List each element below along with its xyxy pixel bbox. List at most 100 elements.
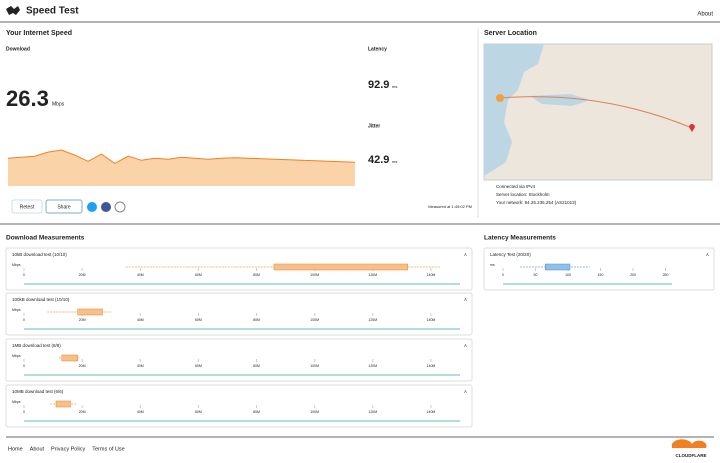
test-label: 100kB download test (10/10) [12, 297, 70, 302]
section-title: Latency Measurements [484, 235, 556, 242]
speed-line [7, 149, 356, 164]
section-title: Server Location [484, 30, 537, 37]
metric-label: Download [6, 46, 30, 52]
axis-unit: Mbps [12, 263, 21, 267]
map-pin [689, 124, 695, 132]
x-tick-label: 120M [368, 364, 377, 368]
box [273, 263, 408, 271]
x-tick-label: 120M [368, 410, 377, 414]
about-link[interactable]: About [697, 12, 713, 18]
x-tick-label: 150 [598, 273, 604, 277]
metric-unit: Mbps [52, 101, 65, 107]
x-tick-label: 0 [502, 273, 504, 277]
test-card [5, 292, 473, 336]
twitter-share[interactable] [87, 202, 97, 212]
axis-unit: Mbps [12, 400, 21, 404]
map-water [484, 44, 544, 176]
test-card [5, 247, 473, 291]
metric-unit: ms [392, 159, 397, 164]
measured-at: Measured at 1:49:02 PM [428, 204, 472, 209]
x-tick-label: 120M [368, 273, 377, 277]
x-tick-label: 100M [310, 273, 319, 277]
metric-label: Jitter [368, 123, 380, 129]
footer-link[interactable]: Privacy Policy [51, 446, 85, 452]
footer-link[interactable]: Terms of Use [92, 446, 124, 452]
x-tick-label: 100M [310, 318, 319, 322]
box [545, 263, 571, 271]
test-label: Latency Test (20/20) [490, 252, 531, 257]
server-info: Your network: 94.25.235.254 (AS21013) [496, 200, 577, 205]
button-label[interactable]: Share [57, 204, 71, 210]
x-tick-label: 140M [427, 273, 436, 277]
x-tick-label: 120M [368, 318, 377, 322]
map-route [499, 96, 693, 129]
x-tick-label: 40M [137, 364, 144, 368]
x-tick-label: 80M [253, 410, 260, 414]
retest-button[interactable] [11, 199, 43, 214]
x-tick-label: 100 [565, 273, 571, 277]
server-info: Server location: Stockholm [496, 192, 550, 197]
metric-value: 42.9 [368, 154, 389, 166]
x-tick-label: 140M [427, 410, 436, 414]
collapse-icon: ˄ [464, 252, 467, 258]
x-tick-label: 20M [79, 273, 86, 277]
x-tick-label: 100M [310, 364, 319, 368]
test-label: 10MB download test (6/6) [12, 389, 64, 394]
x-tick-label: 0 [23, 273, 25, 277]
x-tick-label: 0 [23, 364, 25, 368]
button-label[interactable]: Retest [20, 204, 35, 210]
x-tick-label: 0 [23, 318, 25, 322]
metric-unit: ms [392, 84, 397, 89]
x-tick-label: 20M [79, 318, 86, 322]
x-tick-label: 140M [427, 318, 436, 322]
facebook-share[interactable] [101, 202, 111, 212]
x-tick-label: 60M [195, 318, 202, 322]
metric-value: 26.3 [6, 86, 49, 111]
x-tick-label: 20M [79, 410, 86, 414]
test-card [5, 384, 473, 428]
metric-value: 92.9 [368, 79, 389, 91]
x-tick-label: 80M [253, 318, 260, 322]
metric-label: Latency [368, 46, 387, 52]
x-tick-label: 0 [23, 410, 25, 414]
footer-link[interactable]: About [30, 446, 45, 452]
box [61, 354, 79, 362]
x-tick-label: 40M [137, 273, 144, 277]
x-tick-label: 80M [253, 364, 260, 368]
section-title: Download Measurements [6, 235, 85, 242]
axis-unit: Mbps [12, 354, 21, 358]
x-tick-label: 140M [427, 364, 436, 368]
test-card [483, 247, 715, 291]
x-tick-label: 60M [195, 364, 202, 368]
brand-logo [671, 439, 707, 448]
logo [6, 6, 20, 15]
x-tick-label: 250 [663, 273, 669, 277]
x-tick-label: 40M [137, 410, 144, 414]
x-tick-label: 60M [195, 410, 202, 414]
collapse-icon: ˄ [464, 389, 467, 395]
box [77, 308, 103, 316]
link-share[interactable] [114, 201, 126, 213]
share-button[interactable] [45, 199, 83, 214]
collapse-icon: ˄ [464, 297, 467, 303]
axis-unit: Mbps [12, 308, 21, 312]
brand-name: CLOUDFLARE [676, 453, 707, 458]
map-server [496, 94, 504, 102]
axis-unit: ms [490, 263, 495, 267]
x-tick-label: 100M [310, 410, 319, 414]
x-tick-label: 50 [534, 273, 538, 277]
footer-link[interactable]: Home [8, 446, 23, 452]
x-tick-label: 200 [630, 273, 636, 277]
collapse-icon: ˄ [464, 343, 467, 349]
test-label: 10kB download test (10/10) [12, 252, 67, 257]
collapse-icon: ˄ [706, 252, 709, 258]
server-info: Connected via IPv4 [496, 184, 536, 189]
x-tick-label: 20M [79, 364, 86, 368]
test-card [5, 338, 473, 382]
site-title: Speed Test [26, 6, 79, 17]
box [55, 400, 71, 408]
section-title: Your Internet Speed [6, 30, 72, 37]
x-tick-label: 60M [195, 273, 202, 277]
test-label: 1MB download test (8/8) [12, 343, 61, 348]
